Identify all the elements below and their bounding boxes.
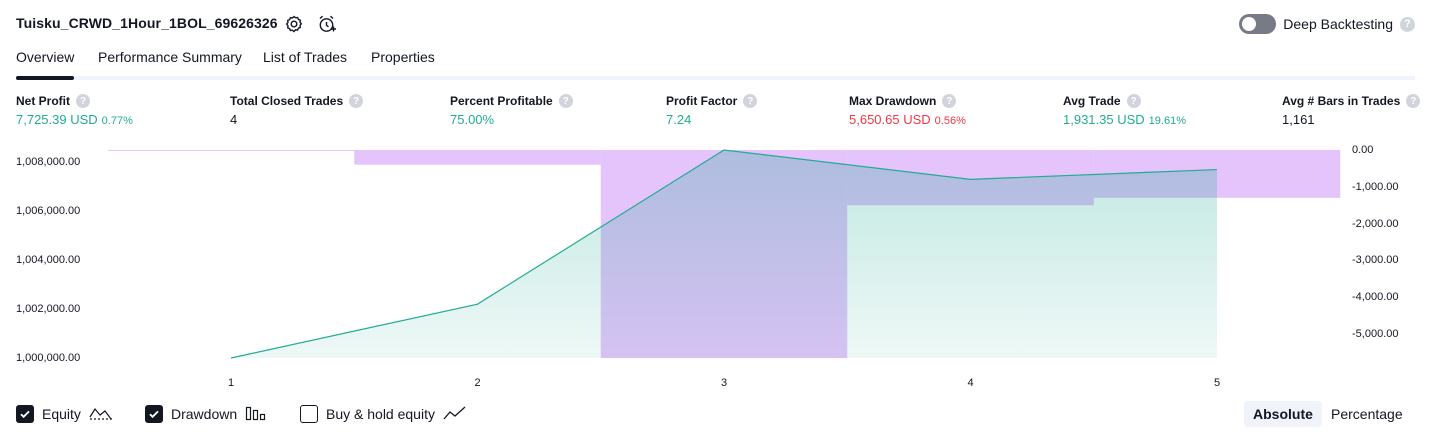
drawdown-bar: [108, 150, 355, 151]
x-axis-tick: 4: [967, 377, 974, 389]
metric-label: Percent Profitable: [450, 94, 553, 108]
x-axis-tick: 2: [474, 377, 481, 389]
percentage-mode-button[interactable]: Percentage: [1331, 406, 1403, 422]
help-icon[interactable]: ?: [743, 94, 758, 108]
strategy-title: Tuisku_CRWD_1Hour_1BOL_69626326: [16, 15, 278, 31]
help-icon[interactable]: ?: [349, 94, 364, 108]
metric-value: 7.24: [666, 112, 692, 127]
tab-performance-summary[interactable]: Performance Summary: [98, 49, 242, 65]
x-axis-tick: 3: [720, 377, 728, 389]
tab-properties[interactable]: Properties: [371, 49, 435, 65]
metric-total-closed-trades: Total Closed Trades? 4: [230, 92, 364, 127]
absolute-mode-button[interactable]: Absolute: [1244, 401, 1322, 427]
help-icon[interactable]: ?: [558, 94, 573, 108]
add-alert-clock-icon[interactable]: [315, 12, 339, 36]
legend-label: Drawdown: [171, 406, 238, 422]
metric-label: Avg # Bars in Trades: [1282, 94, 1401, 108]
deep-backtesting-toggle[interactable]: [1239, 14, 1277, 34]
metric-label: Total Closed Trades: [230, 94, 344, 108]
right-axis-tick: -5,000.00: [1352, 328, 1399, 341]
equity-area: [231, 150, 1217, 358]
metric-net-profit: Net Profit? 7,725.39 USD 0.77%: [16, 92, 133, 127]
left-axis-tick: 1,002,000.00: [16, 303, 81, 316]
right-axis-tick: -1,000.00: [1352, 180, 1399, 193]
x-axis-tick: 5: [1213, 377, 1221, 389]
left-axis-tick: 1,006,000.00: [16, 205, 81, 218]
help-icon[interactable]: ?: [76, 94, 90, 108]
right-axis-tick: 0.00: [1352, 144, 1374, 156]
metric-value: 4: [230, 112, 238, 127]
metric-value: 1,161: [1282, 112, 1315, 127]
right-axis-tick: -4,000.00: [1352, 291, 1399, 304]
metric-value: 5,650.65 USD: [849, 112, 931, 127]
right-axis-tick: -3,000.00: [1352, 254, 1399, 267]
metric-percent-profitable: Percent Profitable? 75.00%: [450, 92, 573, 127]
right-axis-tick: -2,000.00: [1352, 217, 1399, 230]
equity-point: [1216, 168, 1219, 171]
metric-percent: 0.77%: [101, 115, 133, 127]
deep-backtesting-label: Deep Backtesting: [1283, 16, 1393, 32]
metric-value: 1,931.35 USD: [1063, 112, 1145, 127]
left-axis-tick: 1,000,000.00: [16, 352, 81, 364]
checkbox-unchecked-icon[interactable]: [300, 405, 318, 423]
metric-label: Net Profit: [16, 94, 70, 108]
equity-point: [969, 178, 972, 181]
drawdown-bar: [354, 150, 601, 165]
equity-drawdown-chart: [108, 149, 1341, 360]
equity-point: [476, 303, 479, 306]
legend-equity[interactable]: Equity: [16, 404, 113, 424]
equity-line-icon: [89, 405, 113, 424]
strategy-header: Tuisku_CRWD_1Hour_1BOL_69626326 Deep Bac…: [16, 12, 1415, 36]
metric-label: Profit Factor: [666, 94, 738, 108]
metric-value: 7,725.39 USD: [16, 112, 98, 127]
legend-buy-hold-equity[interactable]: Buy & hold equity: [300, 404, 467, 424]
equity-line: [230, 149, 1218, 359]
metric-value: 75.00%: [450, 112, 495, 127]
help-icon[interactable]: ?: [1400, 16, 1415, 32]
help-icon[interactable]: ?: [942, 94, 957, 108]
checkbox-checked-icon[interactable]: [16, 405, 34, 423]
metric-profit-factor: Profit Factor? 7.24: [666, 92, 758, 127]
legend-drawdown[interactable]: Drawdown: [145, 404, 267, 424]
metric-percent: 19.61%: [1148, 115, 1186, 127]
legend-label: Equity: [42, 406, 81, 422]
help-icon[interactable]: ?: [1126, 94, 1141, 108]
metric-avg-trade: Avg Trade? 1,931.35 USD 19.61%: [1063, 92, 1186, 127]
metric-avg-bars-in-trades: Avg # Bars in Trades? 1,161: [1282, 92, 1421, 127]
metric-label: Avg Trade: [1063, 94, 1121, 108]
buy-hold-line-icon: [443, 405, 467, 424]
left-axis-tick: 1,004,000.00: [16, 254, 81, 267]
help-icon[interactable]: ?: [1406, 94, 1421, 108]
tab-list-of-trades[interactable]: List of Trades: [263, 49, 348, 65]
checkbox-checked-icon[interactable]: [145, 405, 163, 423]
tab-overview[interactable]: Overview: [16, 49, 75, 80]
equity-point: [723, 149, 726, 152]
x-axis-tick: 1: [227, 377, 235, 389]
deep-backtesting: Deep Backtesting ?: [1239, 12, 1415, 36]
metric-label: Max Drawdown: [849, 94, 937, 108]
metric-max-drawdown: Max Drawdown? 5,650.65 USD 0.56%: [849, 92, 966, 127]
drawdown-bars-icon: [245, 405, 267, 424]
report-tabs: Overview Performance Summary List of Tra…: [16, 44, 1415, 80]
legend-label: Buy & hold equity: [326, 406, 435, 422]
left-axis-tick: 1,008,000.00: [16, 156, 81, 169]
equity-point: [230, 357, 233, 360]
settings-gear-icon[interactable]: [282, 12, 306, 36]
metric-percent: 0.56%: [934, 115, 966, 127]
